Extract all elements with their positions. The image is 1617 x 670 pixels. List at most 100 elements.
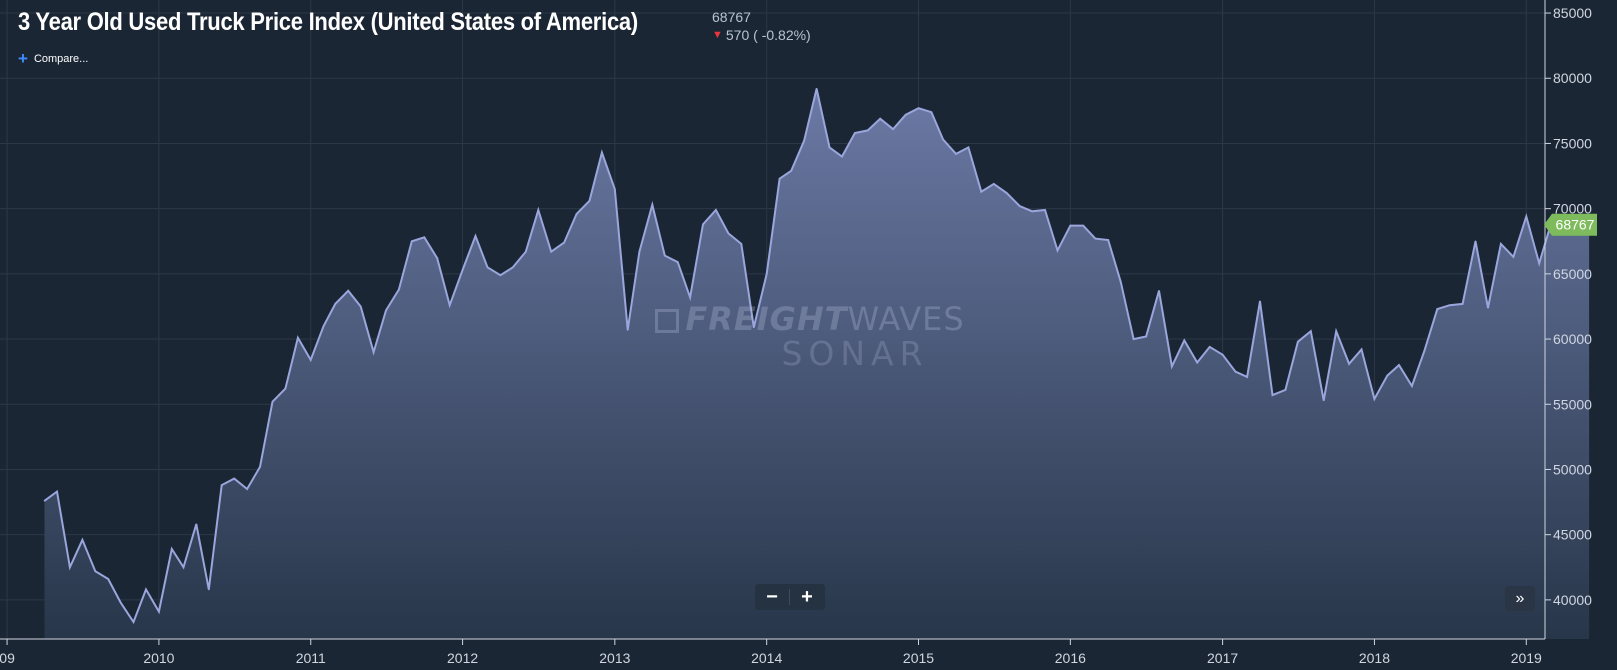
data-point-111 bbox=[1448, 304, 1451, 306]
data-point-16 bbox=[246, 488, 248, 490]
data-point-34 bbox=[474, 235, 477, 237]
zoom-in-button[interactable]: + bbox=[801, 585, 813, 608]
data-point-30 bbox=[423, 236, 426, 239]
data-point-35 bbox=[486, 266, 489, 269]
x-tick-label: 2016 bbox=[1055, 650, 1086, 666]
data-point-55 bbox=[740, 243, 743, 245]
data-point-113 bbox=[1474, 240, 1477, 243]
data-point-61 bbox=[815, 87, 818, 90]
data-point-93 bbox=[1221, 353, 1224, 356]
data-point-71 bbox=[942, 138, 944, 141]
data-point-107 bbox=[1398, 364, 1400, 366]
y-tick-label: 75000 bbox=[1553, 135, 1592, 151]
data-point-77 bbox=[1018, 205, 1021, 207]
data-point-73 bbox=[967, 146, 970, 149]
data-point-3 bbox=[81, 539, 84, 541]
data-point-50 bbox=[676, 261, 679, 263]
y-tick-label: 55000 bbox=[1553, 396, 1592, 412]
data-point-88 bbox=[1158, 290, 1160, 292]
data-point-64 bbox=[854, 132, 856, 134]
data-point-117 bbox=[1525, 215, 1528, 218]
data-point-6 bbox=[119, 601, 122, 604]
plus-icon: + bbox=[18, 49, 28, 68]
data-point-81 bbox=[1069, 224, 1072, 227]
y-tick-label: 40000 bbox=[1553, 592, 1592, 608]
data-point-42 bbox=[575, 213, 578, 215]
data-point-59 bbox=[790, 170, 793, 172]
data-point-70 bbox=[930, 111, 933, 113]
data-point-83 bbox=[1094, 237, 1097, 240]
data-point-60 bbox=[803, 140, 805, 142]
last-value-badge: 68767 bbox=[1544, 213, 1597, 236]
data-point-4 bbox=[94, 570, 97, 572]
data-point-5 bbox=[107, 578, 109, 580]
data-point-22 bbox=[322, 325, 325, 327]
data-point-13 bbox=[208, 588, 210, 591]
data-point-63 bbox=[841, 155, 843, 158]
data-point-29 bbox=[411, 240, 413, 243]
data-point-98 bbox=[1284, 389, 1287, 391]
data-point-23 bbox=[334, 303, 337, 305]
data-point-24 bbox=[347, 290, 349, 292]
y-tick-label: 80000 bbox=[1553, 70, 1592, 86]
data-point-94 bbox=[1234, 370, 1237, 373]
scroll-right-button[interactable]: » bbox=[1505, 586, 1535, 611]
data-point-85 bbox=[1119, 280, 1122, 283]
data-point-97 bbox=[1271, 394, 1274, 396]
x-tick-label: 2013 bbox=[599, 650, 630, 666]
data-point-75 bbox=[993, 183, 995, 185]
data-point-118 bbox=[1538, 262, 1540, 265]
data-point-54 bbox=[727, 232, 730, 235]
data-point-43 bbox=[588, 200, 591, 202]
data-point-27 bbox=[385, 309, 387, 312]
x-tick-label: 2017 bbox=[1207, 650, 1238, 666]
data-point-90 bbox=[1183, 339, 1186, 342]
data-point-86 bbox=[1132, 338, 1135, 340]
data-point-104 bbox=[1360, 348, 1363, 351]
data-point-76 bbox=[1005, 192, 1008, 194]
data-point-80 bbox=[1056, 249, 1059, 252]
data-point-49 bbox=[663, 254, 666, 257]
data-point-95 bbox=[1246, 376, 1248, 378]
data-point-44 bbox=[601, 151, 603, 154]
x-tick-label: 2018 bbox=[1359, 650, 1390, 666]
down-arrow-icon: ▼ bbox=[712, 29, 723, 41]
data-point-114 bbox=[1487, 306, 1489, 309]
y-tick-label: 65000 bbox=[1553, 266, 1592, 282]
data-point-1 bbox=[56, 490, 58, 493]
compare-button[interactable]: + Compare... bbox=[18, 49, 88, 68]
x-tick-label: 2015 bbox=[903, 650, 934, 666]
data-point-17 bbox=[259, 466, 261, 468]
data-point-56 bbox=[752, 326, 755, 329]
zoom-out-button[interactable]: − bbox=[766, 585, 778, 608]
data-point-36 bbox=[499, 274, 502, 276]
last-value: 68767 bbox=[712, 9, 751, 25]
price-summary: 68767 ▼ 570 ( -0.82%) bbox=[712, 8, 811, 44]
data-point-25 bbox=[359, 305, 362, 308]
data-point-19 bbox=[284, 387, 287, 390]
data-point-18 bbox=[271, 400, 274, 403]
data-point-52 bbox=[702, 223, 704, 226]
data-point-32 bbox=[448, 304, 451, 306]
data-point-45 bbox=[614, 188, 616, 190]
x-tick-label: 2010 bbox=[143, 650, 174, 666]
y-tick-label: 50000 bbox=[1553, 461, 1592, 477]
data-point-28 bbox=[398, 288, 400, 291]
data-point-69 bbox=[917, 107, 920, 110]
data-point-48 bbox=[651, 203, 654, 206]
data-point-108 bbox=[1411, 385, 1413, 387]
data-point-10 bbox=[171, 548, 173, 550]
x-tick-label: 2012 bbox=[447, 650, 478, 666]
data-point-106 bbox=[1386, 374, 1389, 377]
data-point-103 bbox=[1348, 363, 1350, 365]
data-point-105 bbox=[1373, 398, 1376, 400]
data-point-82 bbox=[1082, 224, 1085, 227]
last-value-badge-label: 68767 bbox=[1556, 217, 1595, 233]
data-point-46 bbox=[626, 329, 629, 331]
zoom-divider bbox=[789, 589, 790, 605]
data-point-57 bbox=[765, 273, 768, 275]
data-point-2 bbox=[69, 566, 71, 569]
data-point-68 bbox=[904, 113, 907, 116]
y-tick-label: 85000 bbox=[1553, 5, 1592, 21]
y-tick-label: 45000 bbox=[1553, 527, 1592, 543]
